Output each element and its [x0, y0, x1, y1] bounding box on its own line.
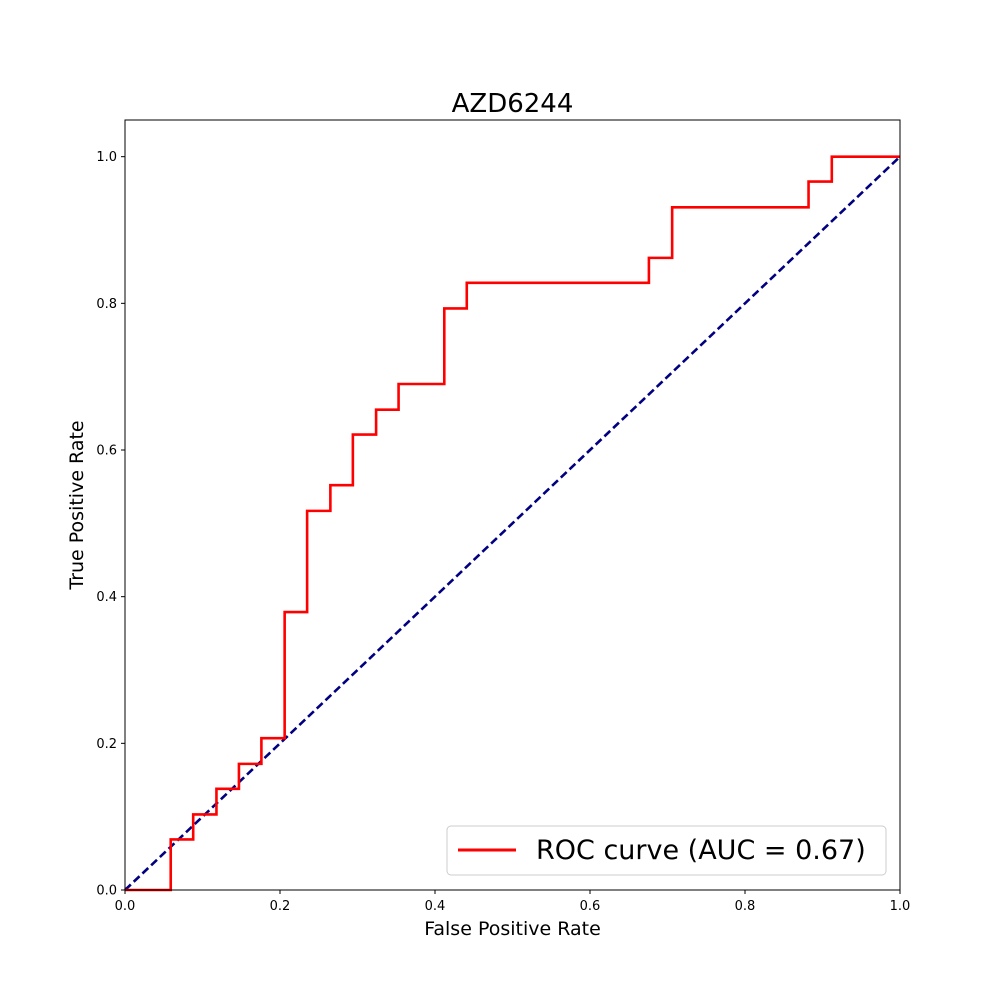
y-axis-title: True Positive Rate [66, 420, 88, 590]
legend-box [446, 825, 887, 876]
x-tick-label: 0.4 [425, 899, 446, 914]
chance-diagonal-line [124, 155, 901, 891]
y-tick-label: 0.2 [96, 737, 117, 752]
y-tick-label: 0.6 [96, 444, 117, 459]
x-tick-label: 0.2 [270, 899, 291, 914]
x-tick-label: 0.8 [735, 899, 756, 914]
x-axis-title: False Positive Rate [424, 918, 601, 940]
x-axis: 0.0 0.2 0.4 0.6 0.8 1.0 [115, 890, 911, 914]
x-tick-label: 0.0 [115, 899, 136, 914]
y-tick-label: 0.0 [96, 884, 117, 899]
x-tick-label: 0.6 [580, 899, 601, 914]
chart-title: AZD6244 [452, 89, 574, 119]
legend: ROC curve (AUC = 0.67) [446, 825, 887, 876]
y-tick-label: 0.4 [96, 590, 117, 605]
y-axis: 0.0 0.2 0.4 0.6 0.8 1.0 [96, 150, 125, 899]
y-tick-label: 0.8 [96, 297, 117, 312]
legend-label-roc-curve: ROC curve (AUC = 0.67) [536, 835, 866, 866]
y-tick-label: 1.0 [96, 150, 117, 165]
plot-area [124, 155, 901, 892]
x-tick-label: 1.0 [890, 899, 911, 914]
roc-curve-line [125, 155, 900, 892]
plot-frame [124, 119, 901, 891]
